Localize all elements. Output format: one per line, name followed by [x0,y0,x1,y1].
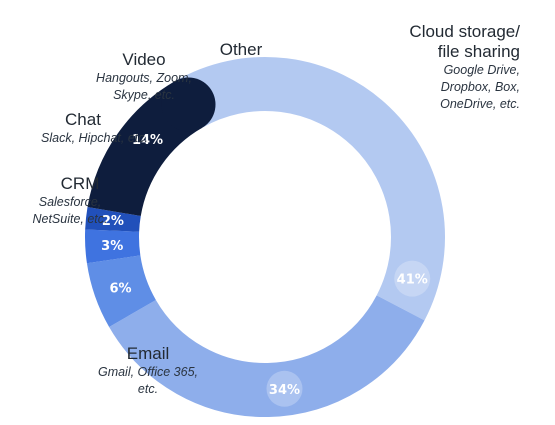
label-chat-name: Chat [65,110,101,129]
slice-crm [86,254,157,327]
slice-email [109,294,425,417]
slice-other-cap [161,77,216,132]
slice-cloud-storage [175,57,445,321]
slice-video [85,206,141,233]
label-email-examples: Gmail, Office 365, etc. [97,365,199,396]
label-cloud-storage: Cloud storage/ file sharing Google Drive… [378,22,520,113]
label-email: Email Gmail, Office 365, etc. [78,344,218,398]
label-crm-examples: Salesforce, NetSuite, etc. [32,195,108,226]
value-label-email: 34% [269,383,300,398]
label-crm-name: CRM [60,174,100,193]
label-video-examples: Hangouts, Zoom, Skype, etc. [96,71,192,102]
label-video: Video Hangouts, Zoom, Skype, etc. [74,50,214,104]
value-label-cloud-storage: 41% [397,273,428,288]
label-cloud-storage-examples: Google Drive, Dropbox, Box, OneDrive, et… [440,63,520,111]
label-other: Other [196,40,286,60]
value-label-video: 2% [102,214,124,229]
value-label-other: 14% [132,133,163,148]
label-video-name: Video [122,50,166,69]
slice-chat [85,229,141,264]
value-label-crm: 6% [109,281,131,296]
label-crm: CRM Salesforce, NetSuite, etc. [10,174,130,228]
label-email-name: Email [126,344,170,363]
value-badge-cloud-storage [394,260,431,297]
value-label-chat: 3% [101,239,123,254]
label-chat-examples: Slack, Hipchat, etc. [41,131,148,145]
label-cloud-storage-name: Cloud storage/ file sharing [409,22,520,61]
value-badge-email [266,370,303,407]
label-chat: Chat Slack, Hipchat, etc. [10,110,148,147]
label-other-name: Other [219,40,263,59]
